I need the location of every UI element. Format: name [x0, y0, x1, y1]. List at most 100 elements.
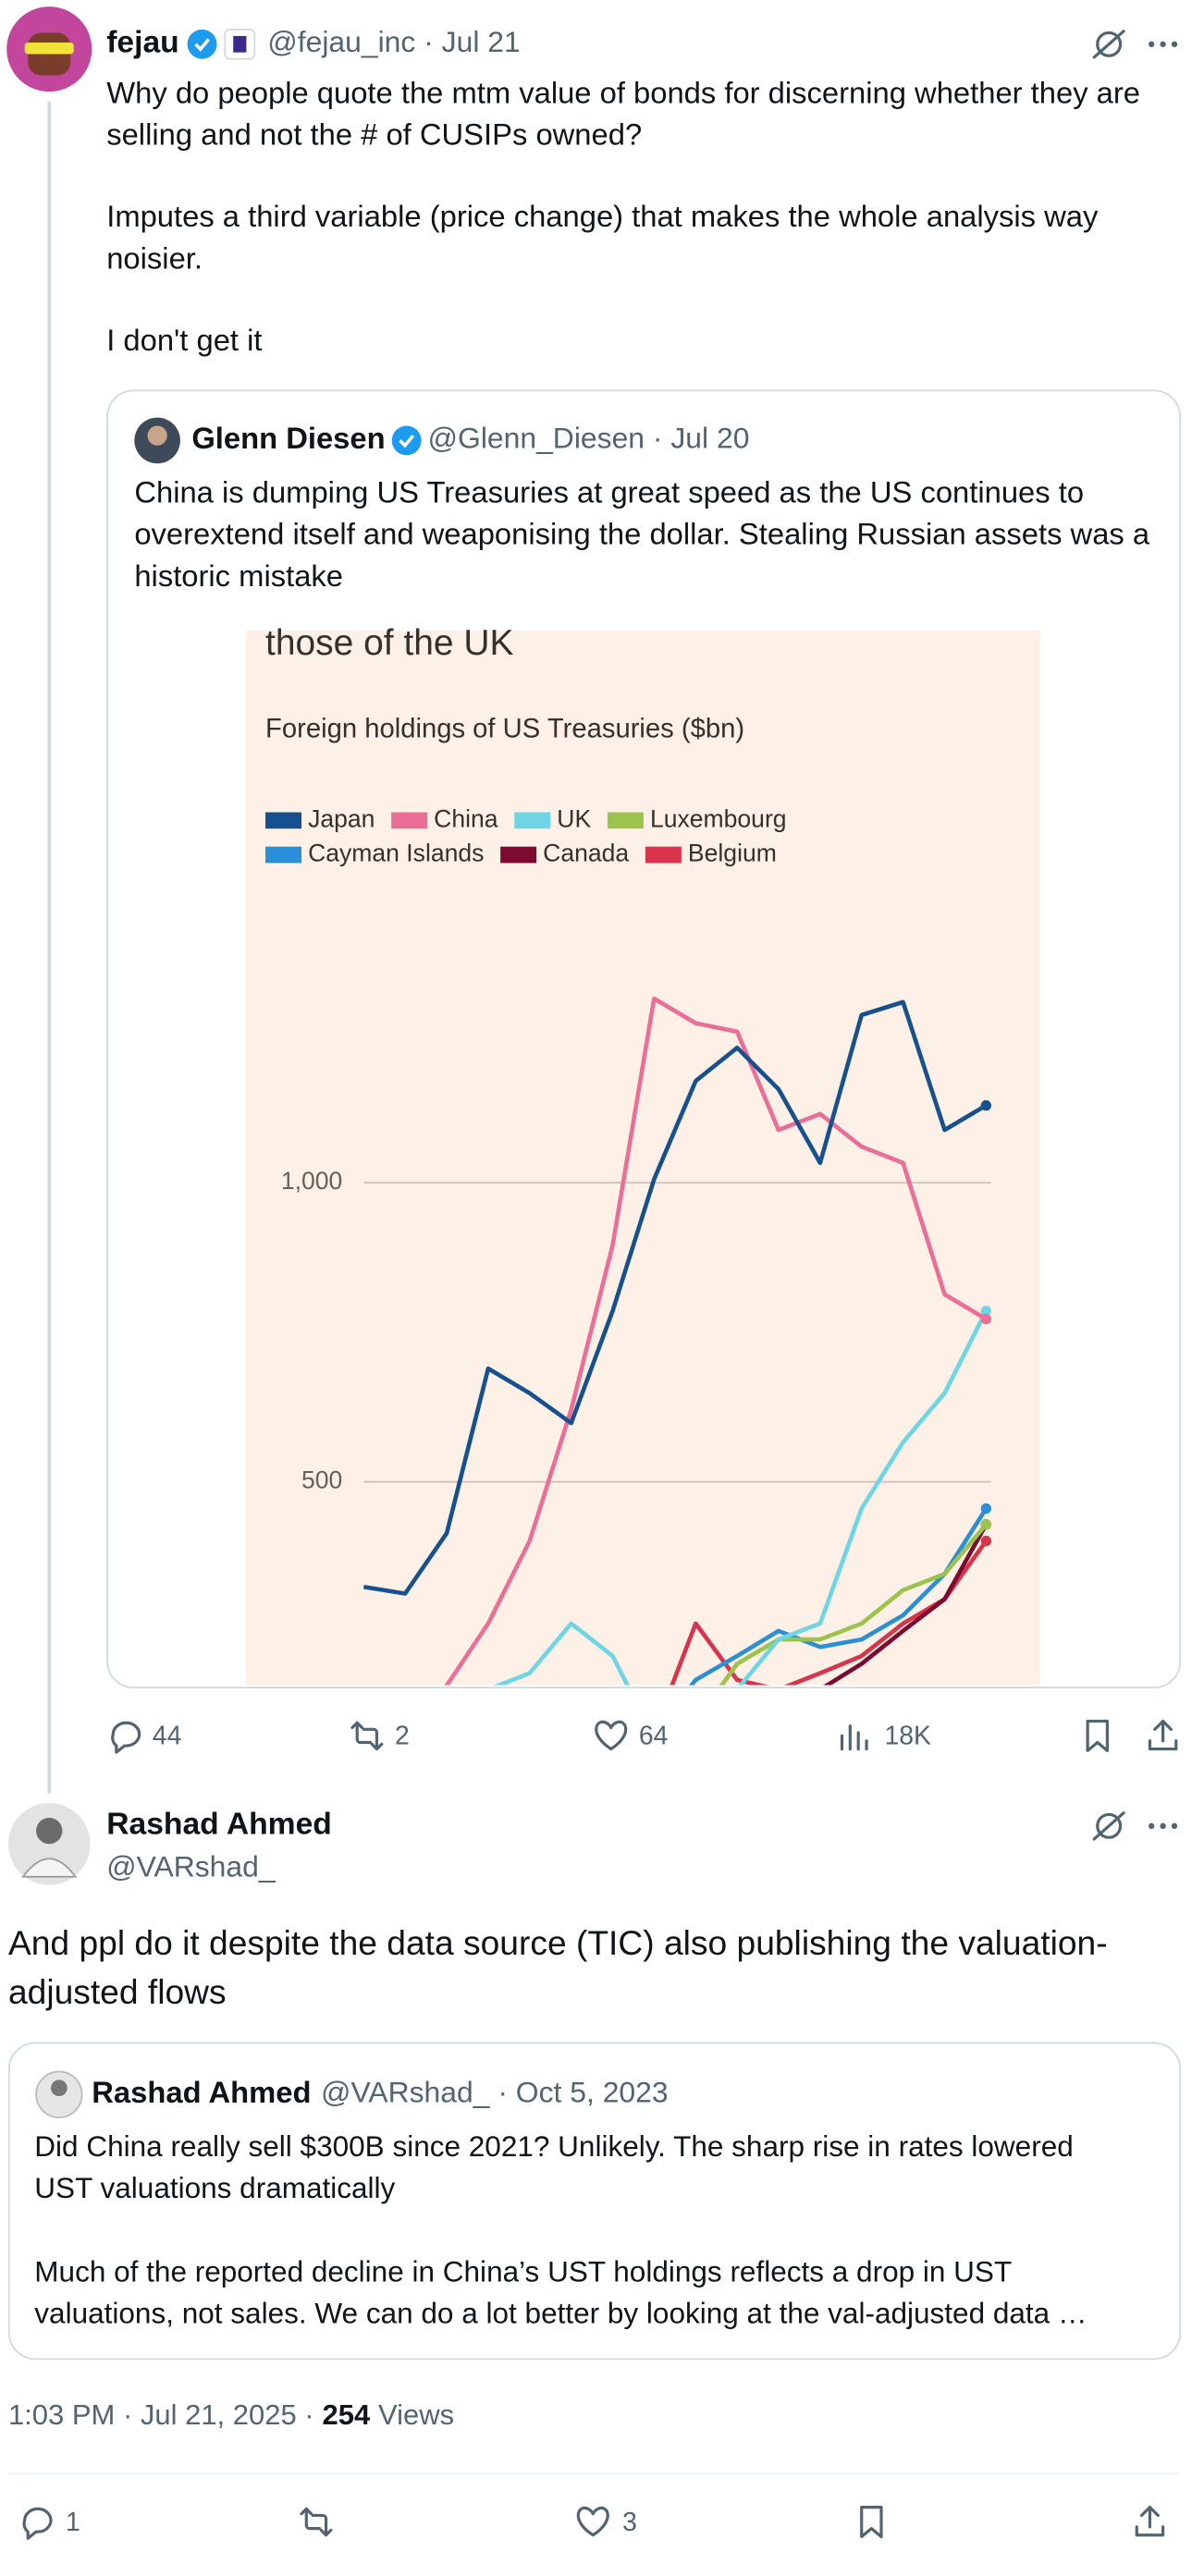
action-count: 2 — [395, 1722, 410, 1751]
avatar[interactable] — [6, 6, 92, 92]
quote-author: Rashad Ahmed — [92, 2075, 311, 2109]
bookmark-icon — [1086, 1719, 1109, 1752]
repost-icon — [300, 2507, 333, 2537]
series-line — [362, 1309, 989, 1686]
series-end-dot — [980, 1313, 991, 1325]
quote-text: China is dumping US Treasuries at great … — [134, 475, 1084, 509]
bookmark-button[interactable] — [1086, 1719, 1109, 1752]
avatar-head — [36, 1817, 63, 1845]
views-button[interactable] — [840, 1724, 868, 1751]
series-line — [363, 1507, 989, 1686]
like-button[interactable] — [576, 2506, 609, 2537]
time: 1:03 PM · Jul 21, 2025 · — [8, 2398, 314, 2431]
verified-badge — [391, 425, 422, 456]
legend-swatch — [265, 846, 301, 864]
action-count: 44 — [153, 1722, 182, 1751]
quote-text: historic mistake — [134, 558, 343, 593]
more-button[interactable] — [1149, 41, 1178, 48]
reply-icon — [111, 1721, 141, 1754]
legend-swatch — [265, 812, 301, 829]
legend-swatch — [645, 846, 682, 864]
series-line — [363, 1523, 989, 1686]
quote-text: valuations, not sales. We can do a lot b… — [34, 2297, 1087, 2330]
chart-background — [245, 630, 1040, 1686]
dot — [1160, 41, 1166, 48]
series-line — [363, 1539, 989, 1686]
repost-button[interactable] — [300, 2507, 333, 2537]
y-tick-label: 500 — [301, 1466, 342, 1494]
grok-button[interactable] — [1092, 1811, 1125, 1841]
author-handle: @fejau_inc · Jul 21 — [267, 25, 520, 58]
action-count: 1 — [66, 2508, 80, 2537]
share-icon — [1135, 2506, 1165, 2537]
avatar[interactable] — [7, 1803, 91, 1885]
timestamp: 1:03 PM · Jul 21, 2025 · 254 Views — [8, 2398, 454, 2431]
share-button[interactable] — [1135, 2506, 1165, 2537]
like-button[interactable] — [595, 1720, 628, 1751]
author-name[interactable]: Rashad Ahmed — [106, 1808, 332, 1842]
legend-label: Belgium — [688, 840, 777, 867]
quote-text: Did China really sell $300B since 2021? … — [34, 2129, 1073, 2163]
tweet-text: selling and not the # of CUSIPs owned? — [106, 117, 642, 152]
series-line — [362, 996, 988, 1686]
reply-text: And ppl do it despite the data source (T… — [8, 1923, 1108, 1962]
badge-bg — [187, 29, 217, 59]
quote-avatar-face — [147, 425, 167, 446]
badge-bg — [391, 425, 422, 456]
views-label: Views — [378, 2398, 454, 2431]
like-icon — [576, 2506, 609, 2537]
chart-subtitle: Foreign holdings of US Treasuries ($bn) — [265, 715, 744, 744]
bookmark-button[interactable] — [860, 2506, 883, 2539]
dot — [1171, 41, 1178, 48]
badge-check — [194, 38, 211, 52]
badge-check — [399, 434, 415, 448]
grok-button[interactable] — [1092, 30, 1125, 59]
reply-button[interactable] — [22, 2507, 53, 2540]
series-end-dot — [980, 1099, 991, 1111]
handle: @VARshad_ — [321, 2076, 491, 2109]
quote-card[interactable] — [7, 2042, 1182, 2361]
series-line — [363, 1523, 989, 1686]
handle: @fejau_inc — [267, 25, 415, 58]
avatar-bg — [7, 1803, 91, 1885]
grok-icon — [1092, 1811, 1125, 1841]
legend-label: UK — [557, 804, 591, 832]
reply-icon — [22, 2507, 53, 2540]
repost-icon — [350, 1721, 384, 1751]
date: · Jul 21 — [424, 25, 521, 58]
repost-button[interactable] — [350, 1721, 384, 1751]
quote-avatar-head — [51, 2079, 68, 2097]
series-end-dot — [980, 1535, 991, 1547]
legend-swatch — [514, 812, 551, 829]
quote-text: Much of the reported decline in China’s … — [34, 2255, 1012, 2288]
legend-swatch — [607, 812, 644, 829]
quote-text: overextend itself and weaponising the do… — [134, 517, 1150, 551]
tweet-text: noisier. — [106, 240, 203, 275]
verified-badge — [187, 29, 217, 59]
views-icon — [840, 1724, 868, 1751]
action-count: 18K — [885, 1722, 932, 1751]
author-handle: @VARshad_ — [106, 1849, 276, 1883]
dot — [1149, 41, 1155, 48]
series-line — [362, 1000, 988, 1596]
quote-author: Glenn Diesen — [191, 421, 385, 455]
avatar-glasses — [24, 43, 74, 55]
handle: @Glenn_Diesen — [428, 422, 645, 455]
action-count: 64 — [639, 1722, 669, 1751]
legend-label: Japan — [308, 804, 375, 832]
tweet-text: I don't get it — [106, 323, 262, 357]
share-button[interactable] — [1148, 1719, 1178, 1751]
avatar-body — [21, 1858, 78, 1878]
author-name[interactable]: fejau — [106, 26, 179, 60]
action-count: 3 — [622, 2508, 637, 2537]
bookmark-icon — [860, 2506, 883, 2539]
more-button[interactable] — [1149, 1822, 1178, 1830]
legend-label: Luxembourg — [650, 804, 787, 832]
series-end-dot — [980, 1503, 991, 1515]
reply-button[interactable] — [111, 1721, 141, 1754]
quote-handle: @VARshad_ · Oct 5, 2023 — [321, 2076, 669, 2109]
tweet-text: Why do people quote the mtm value of bon… — [106, 75, 1140, 109]
chart: those of the UK Foreign holdings of US Tr… — [245, 623, 1040, 1686]
date: · Oct 5, 2023 — [498, 2076, 668, 2109]
